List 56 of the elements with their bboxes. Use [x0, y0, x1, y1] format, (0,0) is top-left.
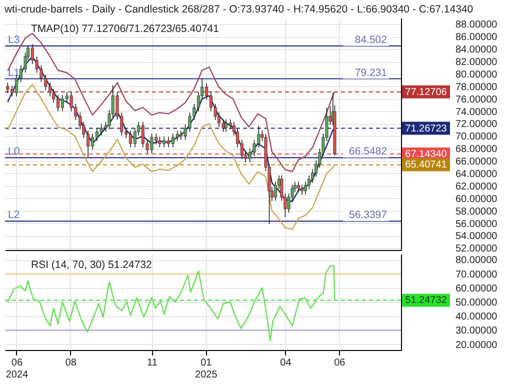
candlestick — [176, 130, 179, 142]
y-tick-label: 20.00000 — [456, 340, 498, 351]
y-tick-label: 70.00000 — [456, 269, 498, 280]
y-tick-label: 72.00000 — [456, 119, 498, 130]
ref-line-label: 71.26723 — [405, 123, 448, 134]
ref-line-label: 84.502 — [354, 34, 388, 46]
y-tick-label: 66.00000 — [456, 156, 498, 168]
y-tick-label: 70.00000 — [456, 132, 498, 143]
x-tick-label: 06 2024 — [6, 358, 29, 380]
y-tick-label: 62.00000 — [456, 181, 498, 192]
y-tick-label: 52.00000 — [456, 244, 498, 255]
y-tick-label: 54.00000 — [456, 231, 498, 242]
ref-line-label: 77.12706 — [405, 86, 448, 98]
x-tick-label: 04 — [280, 358, 292, 368]
candlestick — [222, 118, 225, 132]
candlestick — [158, 136, 162, 148]
y-tick-label: 84.00000 — [456, 44, 498, 56]
candlestick — [296, 181, 300, 193]
x-tick-label: 11 — [147, 358, 158, 368]
ref-line-label: 56.3397 — [349, 209, 388, 222]
y-tick-label: 30.00000 — [456, 326, 498, 337]
line-series — [7, 32, 336, 172]
annotation: L3 — [8, 34, 20, 46]
y-tick-label: 56.00000 — [456, 218, 498, 230]
y-tick-label: 80.00000 — [456, 69, 498, 80]
ref-line-label: 79.231 — [354, 66, 388, 79]
ref-line-label: 66.5482 — [349, 146, 388, 158]
annotation: L0 — [8, 146, 20, 158]
annotation: L2 — [8, 209, 20, 222]
y-tick-label: 58.00000 — [456, 206, 498, 218]
x-tick-label: 06 — [334, 358, 346, 368]
y-tick-label: 40.00000 — [456, 312, 498, 323]
y-tick-label: 68.00000 — [456, 144, 498, 156]
x-tick-label: 08 — [65, 358, 77, 368]
y-tick-label: 74.00000 — [456, 106, 498, 118]
ref-line-label: 65.40741 — [405, 160, 448, 171]
y-tick-label: 78.00000 — [456, 82, 498, 93]
y-tick-label: 88.00000 — [456, 20, 498, 31]
ref-line-label: 67.14340 — [405, 148, 448, 160]
y-tick-label: 50.00000 — [456, 298, 498, 308]
y-tick-label: 76.00000 — [456, 94, 498, 106]
line-series — [7, 84, 336, 230]
candlestick — [6, 82, 10, 94]
annotation: RSI (14, 70, 30) 51.24732 — [31, 259, 152, 271]
annotation: TMAP(10) 77.12706/71.26723/65.40741 — [31, 23, 220, 35]
candlestick — [300, 184, 304, 196]
y-tick-label: 60.00000 — [456, 283, 498, 294]
y-tick-label: 82.00000 — [456, 57, 498, 68]
y-tick-label: 86.00000 — [456, 32, 498, 44]
y-tick-label: 64.00000 — [456, 168, 498, 180]
x-tick-label: 01 2025 — [195, 358, 218, 380]
ref-line-label: 51.24732 — [405, 295, 448, 306]
annotation: L1 — [8, 66, 20, 79]
y-tick-label: 60.00000 — [456, 194, 498, 205]
y-tick-label: 80.00000 — [456, 255, 498, 266]
chart-title: wti-crude-barrels - Daily - Candlestick 268/287 - O:73.93740 - H:74.95620 - L:66.90340 - C:67.14340 — [3, 4, 474, 16]
